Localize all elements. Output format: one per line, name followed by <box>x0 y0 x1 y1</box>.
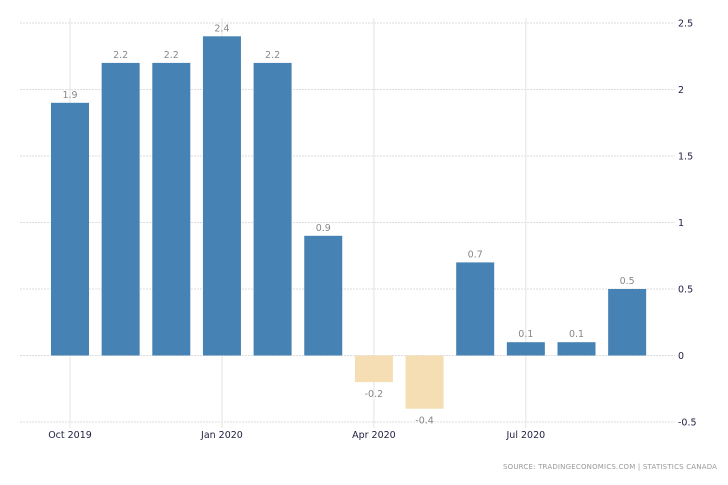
bar <box>51 102 89 356</box>
bar <box>152 62 191 356</box>
y-tick-label: -0.5 <box>678 418 697 429</box>
data-label: 2.2 <box>164 50 179 61</box>
bar <box>557 342 596 356</box>
data-labels: 1.9 2.2 2.2 2.4 2.2 0.9 -0.2 -0.4 0.7 0.1 0.1 0.5 <box>62 23 634 426</box>
bar <box>253 62 292 356</box>
x-tick-label: Jan 2020 <box>200 430 243 441</box>
data-label: 1.9 <box>62 90 77 101</box>
data-label: -0.4 <box>415 416 434 427</box>
data-label: 2.2 <box>265 50 280 61</box>
y-axis: 2.5 2 1.5 1 0.5 0 -0.5 <box>678 19 697 429</box>
y-tick-label: 1.5 <box>678 152 693 163</box>
bar <box>608 289 647 356</box>
bar <box>506 342 545 356</box>
data-label: 0.9 <box>316 223 331 234</box>
data-label: 0.5 <box>620 276 635 287</box>
x-tick-label: Oct 2019 <box>48 430 92 441</box>
bar <box>456 262 495 356</box>
y-tick-label: 2.5 <box>678 19 693 30</box>
x-axis: Oct 2019 Jan 2020 Apr 2020 Jul 2020 <box>48 430 545 441</box>
y-tick-label: 1 <box>678 218 684 229</box>
data-label: 2.4 <box>214 23 229 34</box>
data-label: 0.1 <box>518 329 533 340</box>
source-note: SOURCE: TRADINGECONOMICS.COM | STATISTIC… <box>503 463 717 471</box>
data-label: 0.1 <box>569 329 584 340</box>
y-tick-label: 2 <box>678 85 684 96</box>
bar <box>354 355 393 383</box>
bar <box>405 355 444 409</box>
y-tick-label: 0 <box>678 351 684 362</box>
data-label: -0.2 <box>365 389 384 400</box>
bar <box>101 62 140 356</box>
y-tick-label: 0.5 <box>678 285 693 296</box>
data-label: 0.7 <box>468 249 483 260</box>
x-tick-label: Jul 2020 <box>506 430 546 441</box>
data-label: 2.2 <box>113 50 128 61</box>
x-tick-label: Apr 2020 <box>352 430 396 441</box>
bar <box>304 235 343 356</box>
bar <box>202 36 241 356</box>
bars <box>51 36 647 409</box>
